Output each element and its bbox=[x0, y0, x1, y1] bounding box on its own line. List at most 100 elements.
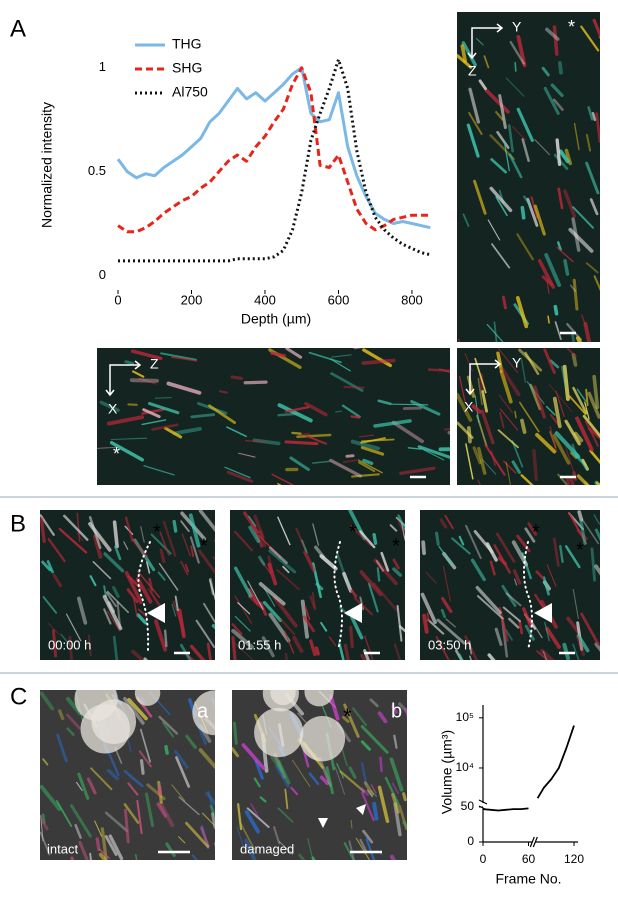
image-label: Y bbox=[512, 355, 522, 371]
streak bbox=[565, 261, 567, 274]
streak bbox=[72, 858, 79, 876]
micrograph: b damaged * bbox=[232, 675, 420, 884]
streak bbox=[344, 387, 363, 388]
streak bbox=[347, 456, 353, 457]
streak bbox=[404, 408, 420, 409]
axis-line bbox=[479, 705, 578, 847]
streak bbox=[286, 442, 317, 444]
micrograph: YX bbox=[457, 348, 618, 509]
streak bbox=[351, 627, 353, 646]
x-tick-label: 800 bbox=[401, 292, 423, 307]
image-bg bbox=[457, 12, 600, 342]
streak bbox=[126, 362, 133, 364]
panel-label: B bbox=[10, 510, 26, 537]
y-axis-label: Volume (µm³) bbox=[439, 730, 455, 814]
streak bbox=[165, 631, 166, 646]
streak bbox=[503, 297, 505, 308]
streak bbox=[155, 398, 171, 399]
micrograph: * * 01:55 h bbox=[230, 510, 417, 685]
image-label: a bbox=[197, 700, 209, 722]
streak bbox=[245, 382, 266, 383]
image-label: * bbox=[343, 704, 352, 729]
streak bbox=[381, 758, 382, 771]
streak bbox=[596, 483, 616, 506]
legend-label: Al750 bbox=[172, 84, 208, 100]
cell bbox=[304, 677, 333, 706]
cell bbox=[81, 704, 130, 753]
image-label: X bbox=[464, 399, 474, 415]
series-line bbox=[118, 68, 430, 228]
image-label: * bbox=[576, 539, 584, 561]
streak bbox=[437, 533, 439, 544]
y-tick-label: 50 bbox=[461, 799, 475, 813]
streak bbox=[455, 660, 467, 681]
streak bbox=[166, 747, 167, 753]
streak bbox=[424, 616, 427, 632]
streak bbox=[515, 63, 516, 71]
streak bbox=[97, 839, 99, 850]
image-label: intact bbox=[47, 841, 78, 856]
streak bbox=[214, 626, 231, 641]
streak bbox=[429, 370, 457, 371]
streak bbox=[522, 208, 523, 218]
image-label: damaged bbox=[240, 841, 294, 856]
streak bbox=[534, 451, 536, 480]
streak bbox=[522, 421, 525, 433]
x-tick-label: 0 bbox=[480, 852, 487, 866]
y-tick-label: 1 bbox=[99, 59, 106, 74]
streak bbox=[404, 794, 406, 800]
streak bbox=[469, 428, 470, 441]
y-tick-label: 0.5 bbox=[88, 163, 106, 178]
streak bbox=[374, 804, 376, 819]
legend-label: THG bbox=[172, 36, 202, 52]
streak bbox=[363, 360, 394, 363]
series-line bbox=[483, 808, 529, 810]
y2-tick-label: 10⁵ bbox=[456, 710, 474, 724]
streak bbox=[220, 391, 227, 392]
image-label: Z bbox=[468, 63, 477, 79]
x-tick-label: 0 bbox=[114, 292, 121, 307]
streak bbox=[572, 334, 573, 344]
streak bbox=[597, 483, 618, 504]
streak bbox=[579, 512, 581, 520]
streak bbox=[292, 433, 300, 434]
image-label: * bbox=[349, 521, 357, 543]
streak bbox=[374, 535, 375, 544]
cell bbox=[135, 680, 160, 705]
streak bbox=[351, 820, 352, 828]
streak bbox=[392, 404, 428, 405]
image-label: 01:55 h bbox=[238, 637, 281, 652]
micrograph: ZX* bbox=[97, 345, 477, 491]
x-tick-label: 60 bbox=[522, 852, 536, 866]
image-label: * bbox=[113, 444, 120, 464]
x-axis-label: Depth (µm) bbox=[241, 311, 311, 327]
image-label: b bbox=[391, 700, 402, 722]
streak bbox=[316, 648, 318, 654]
panel-label: A bbox=[10, 15, 26, 42]
streak bbox=[142, 761, 144, 774]
image-label: * bbox=[392, 535, 400, 557]
streak bbox=[352, 416, 359, 417]
y2-tick-label: 10⁴ bbox=[455, 760, 474, 774]
y-tick-label: 0 bbox=[99, 267, 106, 282]
image-label: * bbox=[532, 521, 540, 543]
streak bbox=[355, 345, 376, 348]
image-label: * bbox=[568, 17, 575, 37]
streak bbox=[600, 484, 606, 494]
x-axis-label: Frame No. bbox=[495, 871, 561, 887]
image-label: X bbox=[108, 401, 118, 417]
cell bbox=[300, 716, 345, 761]
streak bbox=[515, 411, 516, 417]
streak bbox=[313, 858, 326, 884]
y-axis-label: Normalized intensity bbox=[39, 102, 55, 228]
streak bbox=[554, 27, 556, 54]
streak bbox=[132, 380, 157, 381]
streak bbox=[115, 522, 118, 546]
streak bbox=[234, 723, 236, 743]
streak bbox=[555, 307, 556, 314]
x-tick-label: 120 bbox=[564, 852, 584, 866]
streak bbox=[159, 787, 160, 794]
micrograph: **03:50 h bbox=[420, 510, 617, 685]
cell bbox=[254, 708, 303, 757]
